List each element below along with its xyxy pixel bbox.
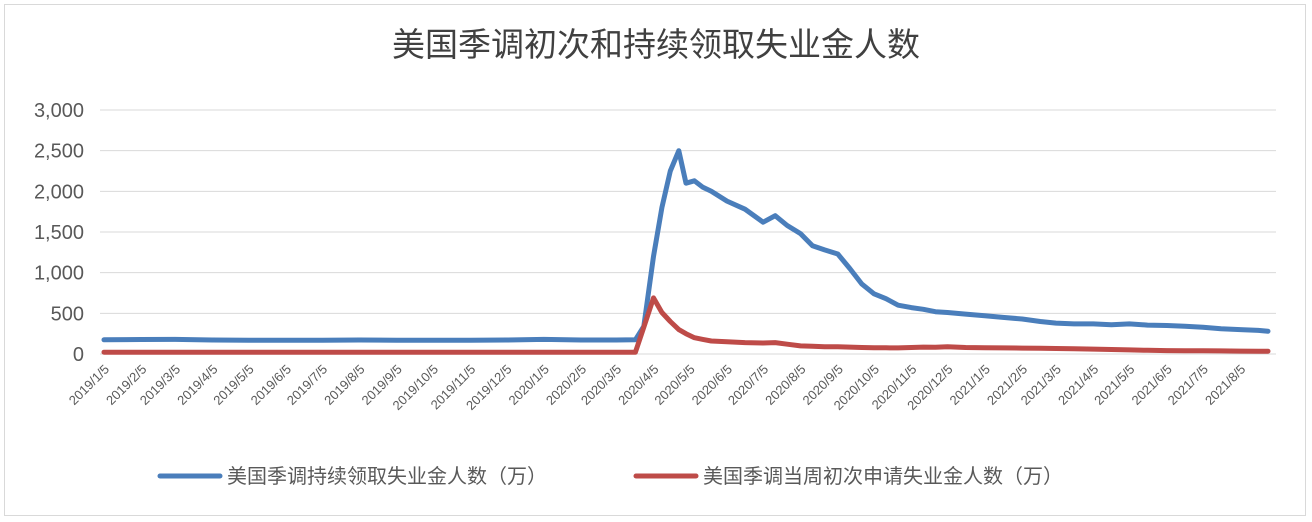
y-tick-label: 2,500 <box>34 141 84 163</box>
x-tick-label: 2019/8/5 <box>321 362 367 408</box>
chart-title: 美国季调初次和持续领取失业金人数 <box>392 25 920 64</box>
x-tick-label: 2021/8/5 <box>1202 362 1248 408</box>
legend-label-2: 美国季调当周初次申请失业金人数（万） <box>703 464 1063 488</box>
x-tick-label: 2019/5/5 <box>210 362 256 408</box>
x-tick-label: 2020/1/5 <box>506 362 552 408</box>
legend: 美国季调持续领取失业金人数（万） 美国季调当周初次申请失业金人数（万） <box>157 464 1063 488</box>
y-tick-label: 0 <box>73 344 84 366</box>
y-tick-label: 1,000 <box>34 263 84 285</box>
x-tick-label: 2019/7/5 <box>284 362 330 408</box>
x-tick-label: 2020/7/5 <box>725 362 771 408</box>
x-axis-ticks: 2019/1/52019/2/52019/3/52019/4/52019/5/5… <box>66 362 1249 414</box>
legend-label-1: 美国季调持续领取失业金人数（万） <box>227 464 547 488</box>
y-tick-label: 1,500 <box>34 222 84 244</box>
x-tick-label: 2021/1/5 <box>947 362 993 408</box>
x-tick-label: 2020/5/5 <box>651 362 697 408</box>
x-tick-label: 2020/8/5 <box>762 362 808 408</box>
x-tick-label: 2021/5/5 <box>1091 362 1137 408</box>
series-line-1 <box>101 148 1271 343</box>
gridlines <box>100 109 1276 355</box>
y-tick-label: 500 <box>51 303 84 325</box>
x-tick-label: 2019/1/5 <box>66 362 112 408</box>
series-lines <box>101 148 1271 355</box>
y-tick-label: 2,000 <box>34 181 84 203</box>
y-axis-ticks: 0 500 1,000 1,500 2,000 2,500 3,000 <box>34 100 84 366</box>
x-tick-label: 2021/7/5 <box>1165 362 1211 408</box>
y-tick-label: 3,000 <box>34 100 84 122</box>
series-line-2 <box>101 295 1271 355</box>
